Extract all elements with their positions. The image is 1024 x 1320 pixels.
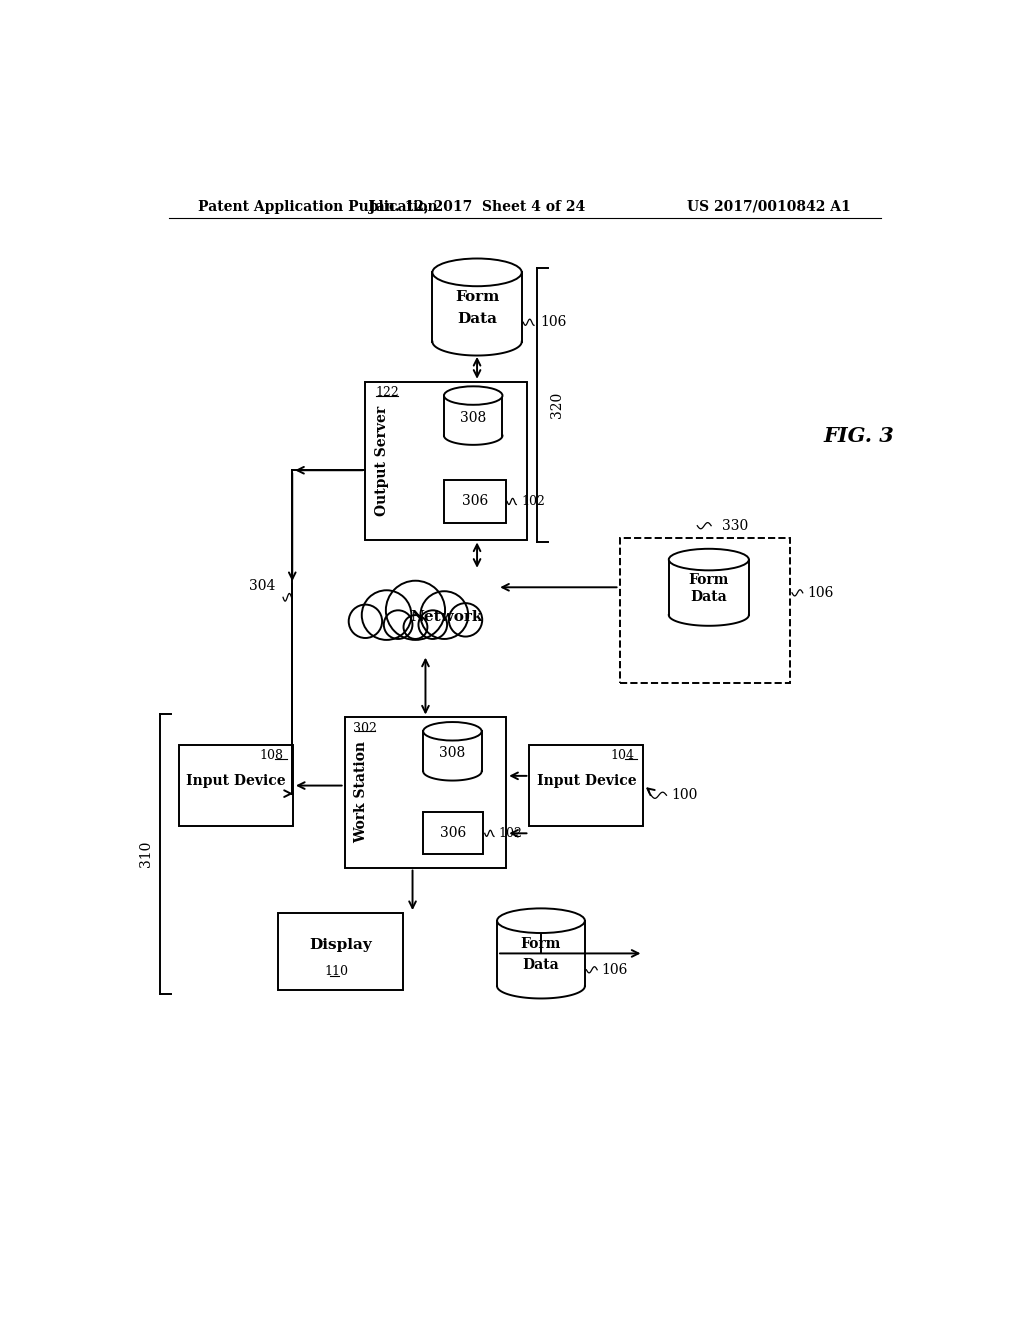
Text: 308: 308 xyxy=(460,411,486,425)
Text: 302: 302 xyxy=(352,722,377,735)
Bar xyxy=(529,744,643,826)
Text: Data: Data xyxy=(690,590,727,605)
Circle shape xyxy=(421,591,468,639)
Text: FIG. 3: FIG. 3 xyxy=(823,425,894,446)
Text: Form: Form xyxy=(521,937,561,952)
Ellipse shape xyxy=(669,549,749,570)
Ellipse shape xyxy=(497,908,585,933)
Circle shape xyxy=(449,603,482,636)
Ellipse shape xyxy=(444,387,503,405)
Text: Output Server: Output Server xyxy=(376,405,389,516)
Text: 306: 306 xyxy=(440,826,466,841)
Bar xyxy=(620,539,791,682)
Circle shape xyxy=(403,615,427,639)
Text: 310: 310 xyxy=(139,841,153,867)
Text: 100: 100 xyxy=(671,788,697,803)
Text: 106: 106 xyxy=(541,315,566,329)
Bar xyxy=(444,480,506,523)
Circle shape xyxy=(386,581,445,640)
Text: 122: 122 xyxy=(375,385,398,399)
Text: 306: 306 xyxy=(462,495,487,508)
Circle shape xyxy=(349,605,382,638)
Ellipse shape xyxy=(432,259,521,286)
Text: US 2017/0010842 A1: US 2017/0010842 A1 xyxy=(687,199,851,214)
Text: 320: 320 xyxy=(550,392,564,418)
Text: 106: 106 xyxy=(807,586,834,599)
Text: Patent Application Publication: Patent Application Publication xyxy=(199,199,438,214)
Circle shape xyxy=(361,590,412,640)
Text: Form: Form xyxy=(689,573,729,586)
Ellipse shape xyxy=(423,722,481,741)
Bar xyxy=(366,381,527,540)
Bar xyxy=(423,812,483,854)
Text: Network: Network xyxy=(410,610,482,623)
Bar xyxy=(279,913,403,990)
Bar xyxy=(345,718,506,867)
Bar xyxy=(179,744,293,826)
Text: Display: Display xyxy=(309,939,372,952)
Text: Data: Data xyxy=(457,313,497,326)
Text: 308: 308 xyxy=(439,746,466,760)
Text: Input Device: Input Device xyxy=(186,774,286,788)
Text: Input Device: Input Device xyxy=(537,774,636,788)
Text: 330: 330 xyxy=(722,519,749,533)
Text: 108: 108 xyxy=(260,750,284,763)
Text: Data: Data xyxy=(522,957,559,972)
Text: 304: 304 xyxy=(249,578,275,593)
Text: 102: 102 xyxy=(499,826,522,840)
Circle shape xyxy=(384,610,413,639)
Text: Work Station: Work Station xyxy=(354,742,369,843)
Circle shape xyxy=(419,610,447,639)
Text: 102: 102 xyxy=(521,495,545,508)
Text: 104: 104 xyxy=(610,750,634,763)
Text: 106: 106 xyxy=(602,962,628,977)
Text: Jan. 12, 2017  Sheet 4 of 24: Jan. 12, 2017 Sheet 4 of 24 xyxy=(369,199,585,214)
Text: Form: Form xyxy=(455,289,500,304)
Text: 110: 110 xyxy=(325,965,349,978)
